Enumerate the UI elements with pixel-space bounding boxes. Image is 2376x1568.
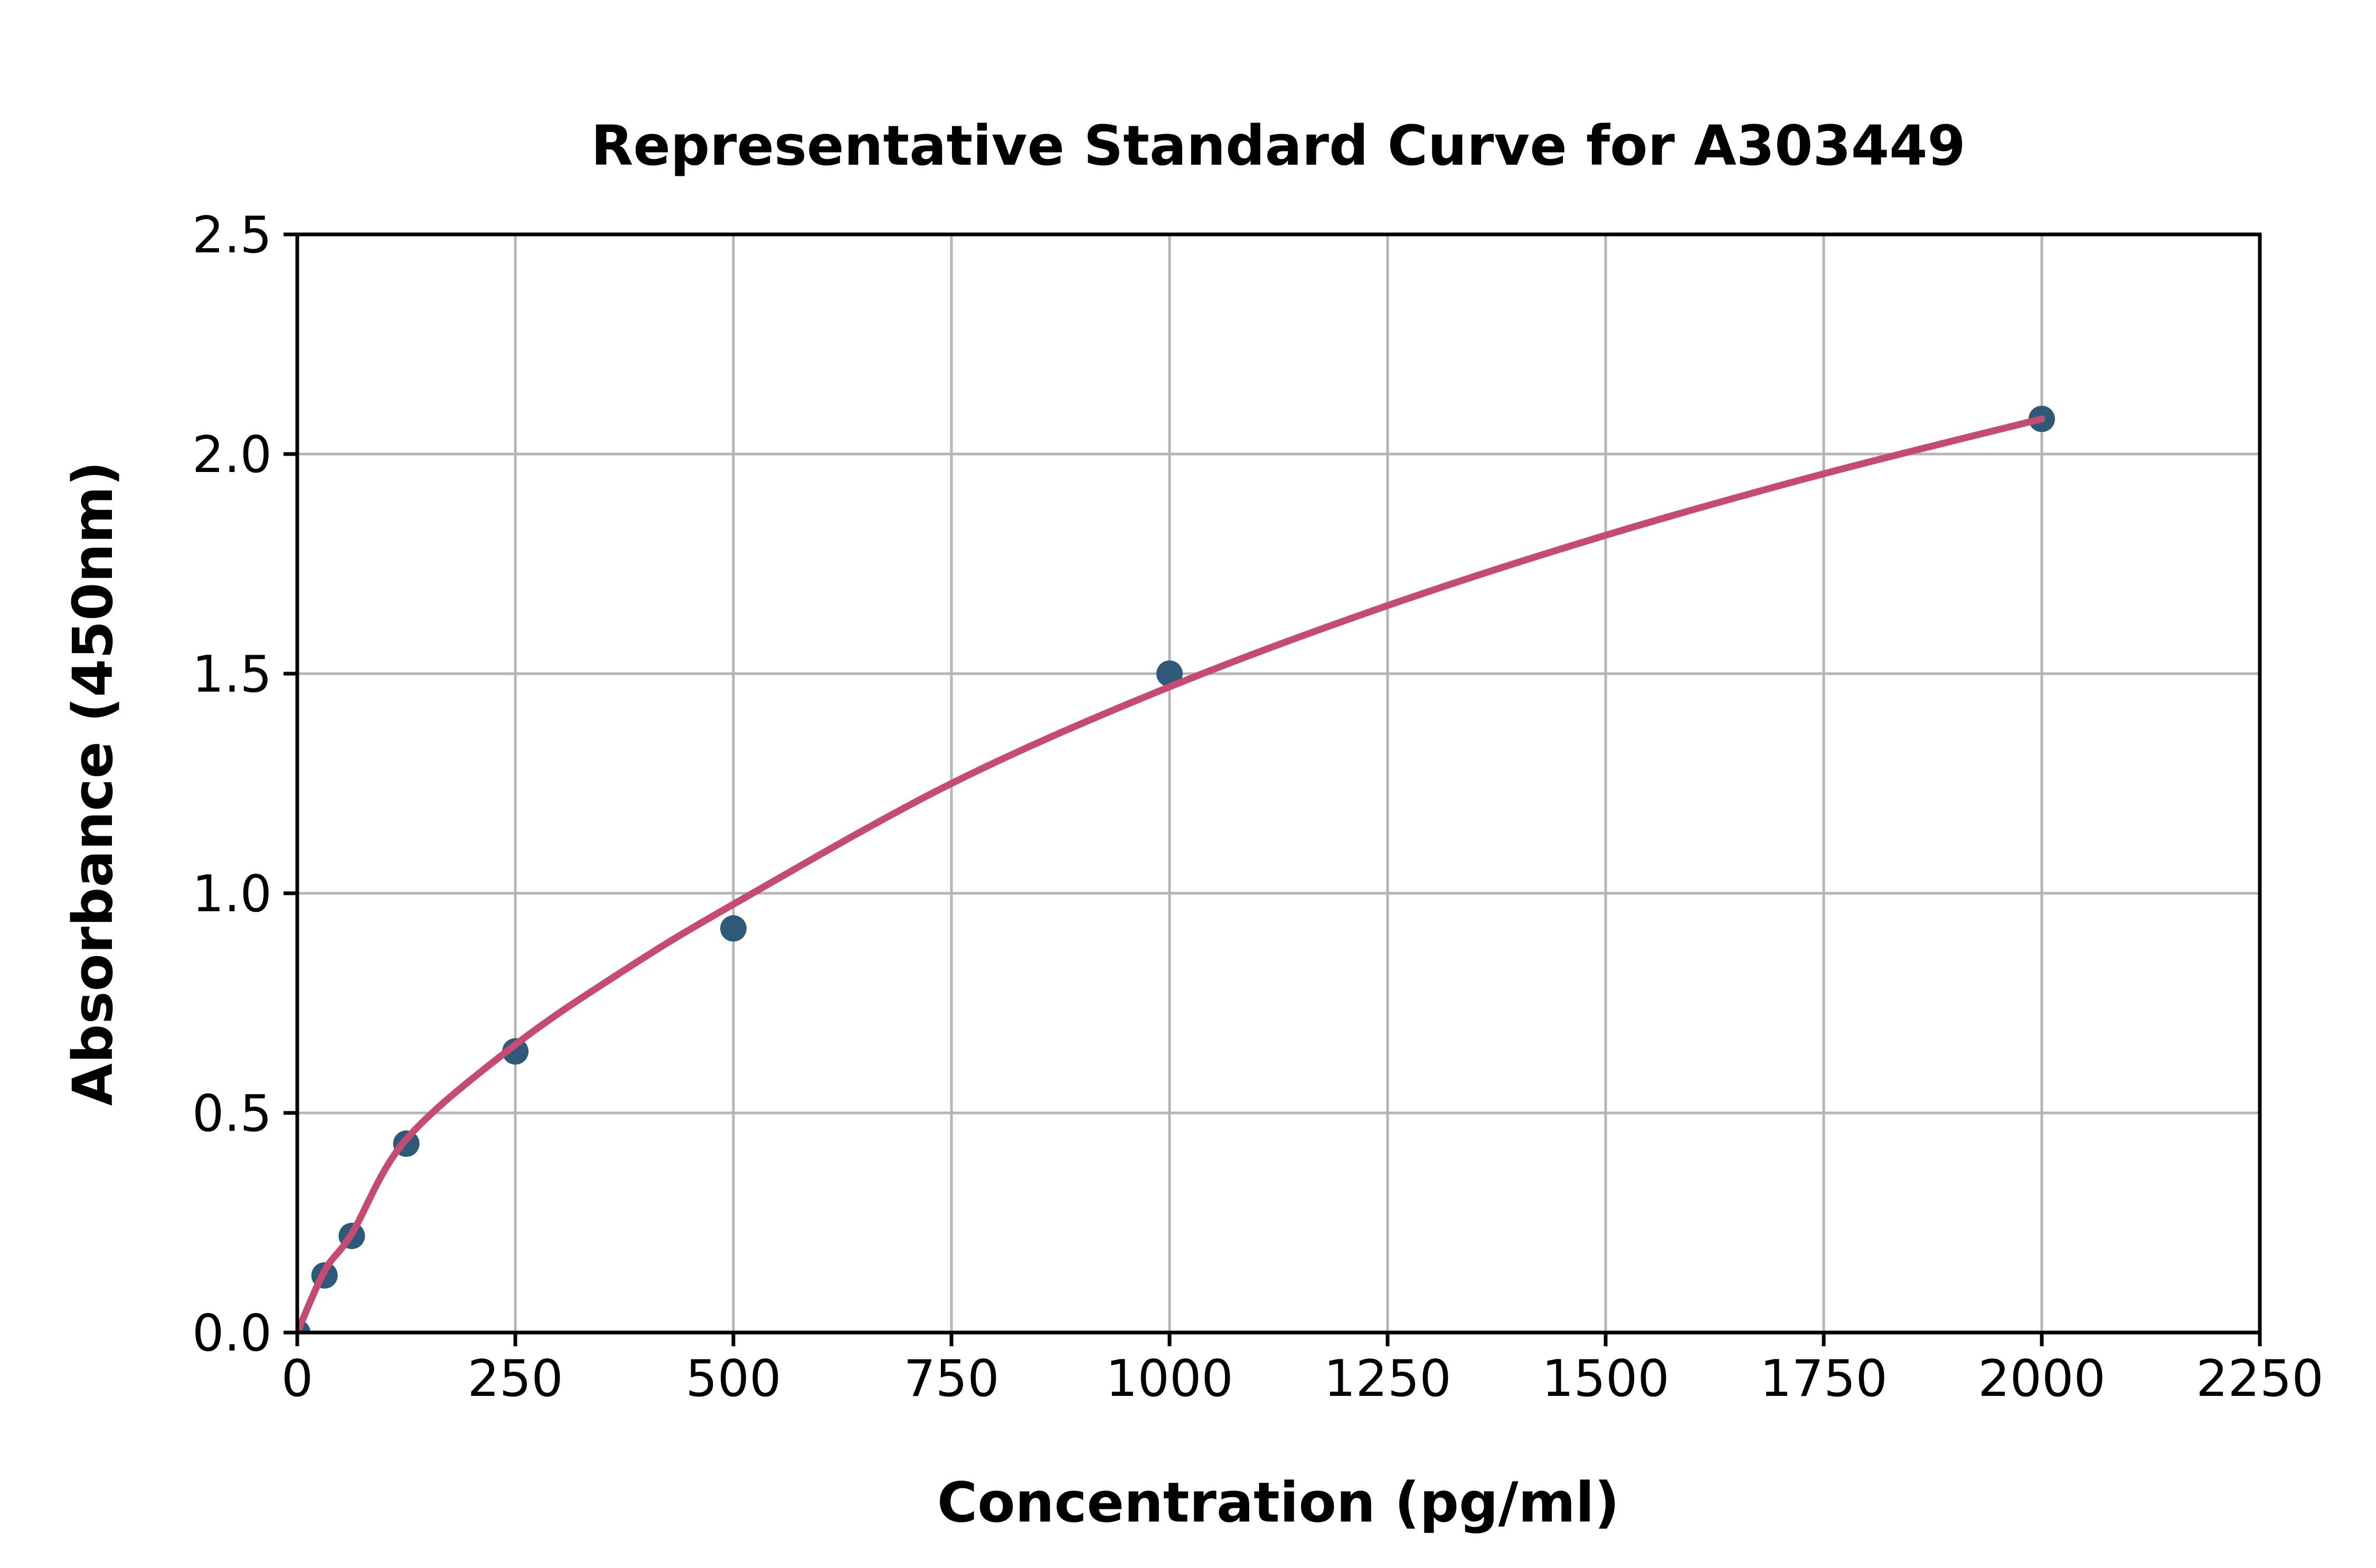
plot-border	[295, 232, 2262, 1335]
y-tick-label: 1.0	[192, 865, 272, 923]
axis-ticks: 0 250 500 750 1000 1250 1500 1750 2000 2250 0.0 0.5…	[192, 206, 2324, 1408]
gridlines	[297, 234, 2260, 1333]
x-axis-label: Concentration (pg/ml)	[937, 1470, 1619, 1535]
y-tick-label: 2.5	[192, 206, 272, 265]
x-tick-label: 1000	[1106, 1350, 1233, 1408]
y-tick-label: 0.5	[192, 1085, 272, 1143]
data-point	[1156, 660, 1183, 687]
y-tick-label: 0.0	[192, 1305, 272, 1363]
x-tick-label: 750	[903, 1350, 999, 1408]
y-axis-label: Absorbance (450nm)	[61, 461, 125, 1106]
x-tick-label: 1250	[1324, 1350, 1451, 1408]
data-point	[720, 915, 747, 942]
fit-curve	[297, 415, 2045, 1333]
x-tick-label: 2250	[2196, 1350, 2324, 1408]
plot-layer	[297, 405, 2055, 1333]
x-tick-label: 250	[467, 1350, 563, 1408]
data-point	[502, 1038, 529, 1065]
x-tick-label: 2000	[1978, 1350, 2106, 1408]
x-tick-label: 1500	[1542, 1350, 1670, 1408]
x-tick-label: 500	[685, 1350, 781, 1408]
chart-title: Representative Standard Curve for A30344…	[591, 114, 1966, 178]
y-tick-label: 1.5	[192, 646, 272, 704]
x-tick-label: 0	[281, 1350, 313, 1408]
y-tick-label: 2.0	[192, 426, 272, 484]
x-tick-label: 1750	[1760, 1350, 1888, 1408]
